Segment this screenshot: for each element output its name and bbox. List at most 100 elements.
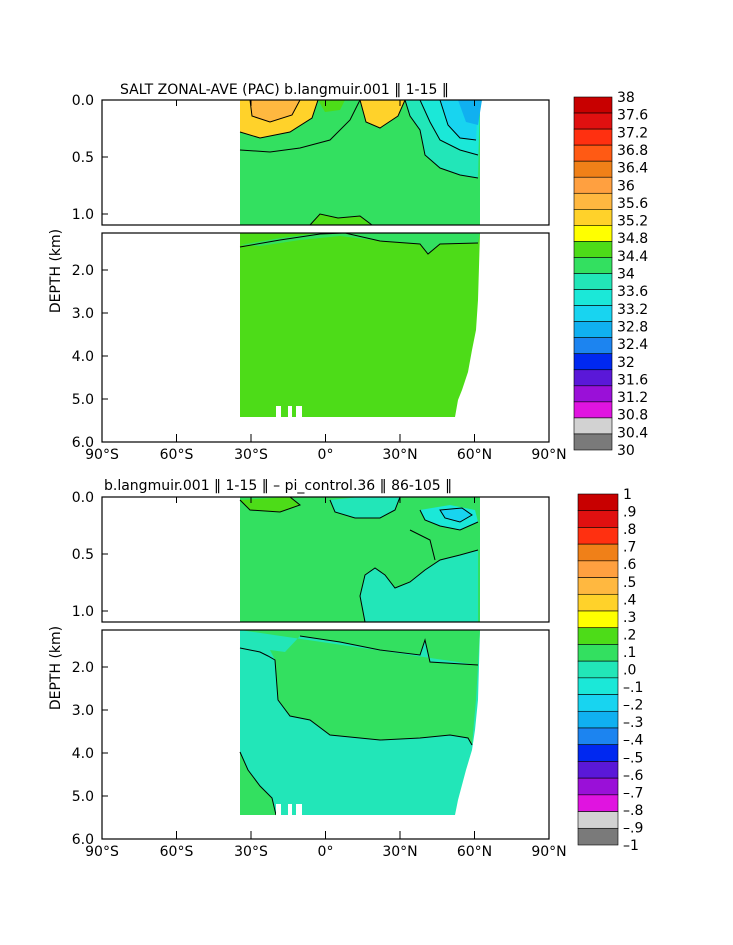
colorbar-swatch xyxy=(573,321,613,338)
panel-a-colorbar: 3837.637.236.836.43635.635.234.834.43433… xyxy=(573,90,648,459)
colorbar-label: .8 xyxy=(623,522,636,538)
colorbar-swatch xyxy=(577,677,619,695)
colorbar-label: –.2 xyxy=(623,698,643,714)
colorbar-label: –.6 xyxy=(623,768,643,784)
field-orange-high xyxy=(250,100,300,122)
y-tick-label: 3.0 xyxy=(72,703,94,719)
x-tick-label: 0° xyxy=(318,447,334,463)
y-tick-label: 0.0 xyxy=(72,490,94,506)
x-tick-label: 0° xyxy=(318,844,334,860)
colorbar-label: –.1 xyxy=(623,680,643,696)
colorbar-label: 33.6 xyxy=(617,284,648,300)
colorbar-label: .4 xyxy=(623,592,636,608)
colorbar-label: 1 xyxy=(623,487,632,503)
field-cyan-neg-top xyxy=(330,497,400,518)
colorbar-label: 38 xyxy=(617,90,635,106)
land-gap xyxy=(288,804,292,815)
panel-a-lower-field xyxy=(239,233,480,417)
colorbar-swatch xyxy=(573,144,613,162)
field-green-upper-deep xyxy=(240,233,480,254)
colorbar-swatch xyxy=(577,777,619,796)
y-tick-label: 0.5 xyxy=(72,547,94,563)
colorbar-label: 34.4 xyxy=(617,249,648,265)
field-green-tint xyxy=(318,100,345,112)
colorbar-swatch xyxy=(573,273,613,290)
x-tick-label: 60°S xyxy=(160,844,194,860)
y-axis-label: DEPTH (km) xyxy=(48,626,64,710)
colorbar-label: 30.8 xyxy=(617,408,648,424)
colorbar-swatch xyxy=(573,112,613,130)
colorbar-label: .2 xyxy=(623,627,636,643)
y-axis-label: DEPTH (km) xyxy=(48,229,64,313)
colorbar-label: .3 xyxy=(623,610,636,626)
colorbar-swatch xyxy=(573,433,613,451)
y-tick-label: 1.0 xyxy=(72,604,94,620)
x-tick-label: 30°N xyxy=(382,447,417,463)
field-base-deep xyxy=(240,233,480,417)
x-tick-label: 30°N xyxy=(382,844,417,860)
panel-difference: b.langmuir.001 ‖ 1-15 ‖ – pi_control.36 … xyxy=(48,478,643,860)
colorbar-swatch xyxy=(573,176,613,194)
colorbar-swatch xyxy=(573,289,613,306)
colorbar-label: 30.4 xyxy=(617,425,648,441)
colorbar-swatch xyxy=(573,417,613,435)
colorbar-swatch xyxy=(573,160,613,178)
field-green-pos-deep xyxy=(240,630,480,745)
x-tick-label: 90°S xyxy=(85,447,119,463)
colorbar-swatch xyxy=(577,527,619,545)
land-gap xyxy=(296,804,302,815)
colorbar-label: 36.8 xyxy=(617,143,648,159)
y-tick-label: 4.0 xyxy=(72,349,94,365)
colorbar-label: –.7 xyxy=(623,785,643,801)
colorbar-swatch xyxy=(577,577,619,595)
y-tick-label: 6.0 xyxy=(72,435,94,451)
panel-b-upper-field xyxy=(239,497,480,622)
colorbar-label: 37.2 xyxy=(617,125,648,141)
y-tick-label: 3.0 xyxy=(72,306,94,322)
colorbar-swatch xyxy=(573,337,613,355)
x-tick-label: 30°S xyxy=(234,844,268,860)
colorbar-swatch xyxy=(577,644,619,662)
colorbar-swatch xyxy=(577,560,619,578)
colorbar-label: –.3 xyxy=(623,715,643,731)
colorbar-label: .9 xyxy=(623,505,636,521)
land-gap xyxy=(276,406,281,417)
colorbar-label: –.4 xyxy=(623,733,643,749)
x-tick-label: 60°N xyxy=(457,447,492,463)
x-tick-label: 60°S xyxy=(160,447,194,463)
colorbar-label: 34 xyxy=(617,267,635,283)
y-tick-label: 1.0 xyxy=(72,207,94,223)
panel-b-title: b.langmuir.001 ‖ 1-15 ‖ – pi_control.36 … xyxy=(104,478,452,494)
colorbar-label: –.5 xyxy=(623,750,643,766)
field-green-pos-top xyxy=(240,497,300,512)
x-tick-label: 90°S xyxy=(85,844,119,860)
x-tick-label: 60°N xyxy=(457,844,492,860)
panel-a-upper-field xyxy=(239,100,482,225)
colorbar-swatch xyxy=(577,811,619,829)
panel-b-colorbar: 1.9.8.7.6.5.4.3.2.1.0–.1–.2–.3–.4–.5–.6–… xyxy=(577,487,643,854)
colorbar-label: 36.4 xyxy=(617,161,648,177)
colorbar-label: 33.2 xyxy=(617,302,648,318)
colorbar-swatch xyxy=(573,209,613,226)
colorbar-swatch xyxy=(577,593,619,612)
colorbar-label: –1 xyxy=(623,838,639,854)
colorbar-swatch xyxy=(577,794,619,812)
colorbar-label: 31.6 xyxy=(617,372,648,388)
colorbar-swatch xyxy=(577,727,619,746)
land-gap xyxy=(288,406,292,417)
y-tick-label: 0.5 xyxy=(72,150,94,166)
field-yellow-high-n xyxy=(360,100,405,128)
colorbar-label: .7 xyxy=(623,540,636,556)
colorbar-label: 35.2 xyxy=(617,214,648,230)
colorbar-label: 36 xyxy=(617,178,635,194)
colorbar-label: .5 xyxy=(623,575,636,591)
colorbar-swatch xyxy=(573,369,613,387)
x-tick-label: 30°S xyxy=(234,447,268,463)
field-cyan-neg xyxy=(360,550,478,622)
colorbar-swatch xyxy=(573,385,613,403)
colorbar-swatch xyxy=(577,761,619,779)
colorbar-swatch xyxy=(577,710,619,729)
colorbar-label: 31.2 xyxy=(617,390,648,406)
y-tick-label: 5.0 xyxy=(72,789,94,805)
